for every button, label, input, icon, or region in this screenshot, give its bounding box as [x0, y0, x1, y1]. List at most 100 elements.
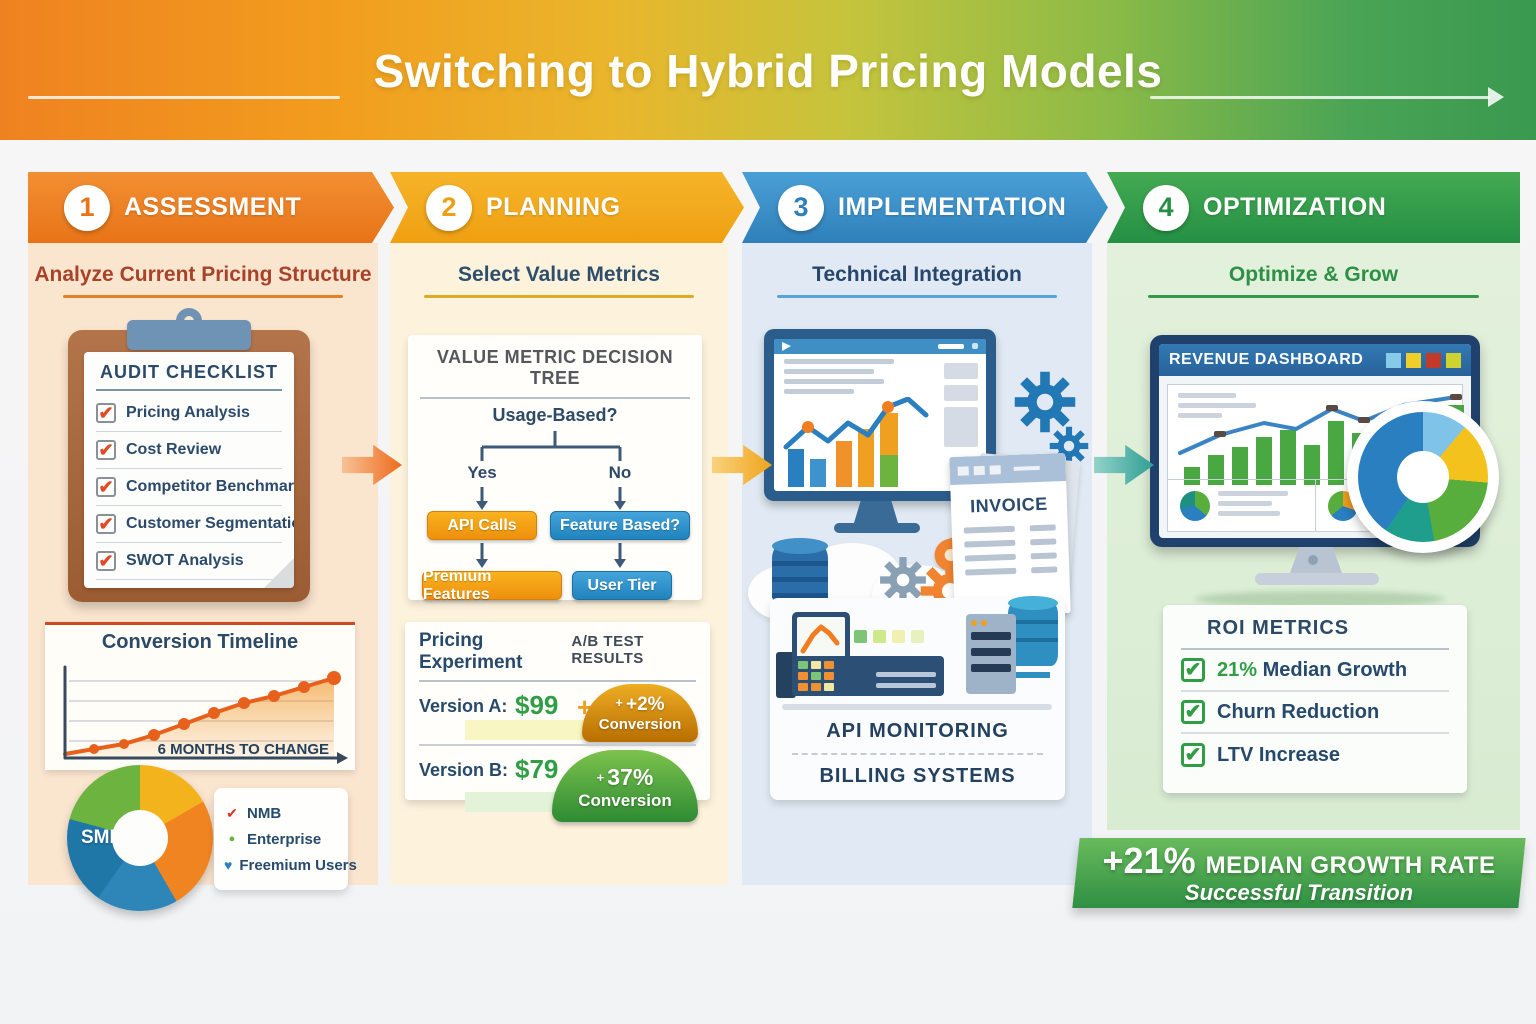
integration-illustration: INVOICE: [742, 307, 1092, 623]
checkbox-checked-icon: ✔: [96, 440, 116, 460]
legend-item: ✔ NMB: [224, 800, 338, 826]
green-checkbox-icon: ✔: [1181, 700, 1205, 724]
invoice-line-items: [951, 514, 1069, 576]
decision-tree-title: VALUE METRIC DECISION TREE: [420, 347, 690, 399]
checklist-item-label: Customer Segmentation: [126, 515, 294, 532]
donut-hole: [1397, 451, 1449, 503]
phase-4-subtitle: Optimize & Grow: [1228, 263, 1399, 286]
legend-label: NMB: [247, 804, 282, 822]
green-checkbox-icon: ✔: [1181, 743, 1205, 767]
dashboard-widget: [1168, 480, 1315, 531]
shelf-line: [782, 704, 1052, 710]
phase-1-number-badge: 1: [64, 185, 110, 231]
phase-1-subtitle: Analyze Current Pricing Structure: [34, 263, 372, 286]
database-leg: [1016, 672, 1050, 678]
version-a-conversion-value: +2%: [626, 694, 665, 715]
tree-node-premium-features: Premium Features: [422, 568, 562, 603]
tree-node-user-tier: User Tier: [572, 571, 672, 600]
phase-3-subtitle-rule: [777, 295, 1057, 298]
tree-yes-label: Yes: [467, 463, 497, 482]
monitor-screen: [774, 339, 986, 491]
customer-segments-donut-chart: SMB: [67, 765, 213, 911]
billing-systems-label: BILLING SYSTEMS: [819, 765, 1016, 787]
api-monitoring-label: API MONITORING: [826, 720, 1009, 742]
invoice-document: INVOICE: [949, 453, 1071, 617]
placeholder-text-lines: [774, 359, 986, 394]
version-b-price: $79: [515, 754, 559, 784]
red-check-icon: ✔: [226, 804, 238, 821]
roi-label: Churn Reduction: [1217, 700, 1380, 723]
roi-label: LTV Increase: [1217, 743, 1341, 766]
decision-tree-card: VALUE METRIC DECISION TREE Usage-Based?: [408, 335, 702, 603]
growth-subline: Successful Transition: [1184, 880, 1414, 905]
legend-item: ● Enterprise: [224, 826, 338, 852]
checkbox-checked-icon: ✔: [96, 514, 116, 534]
green-checkbox-icon: ✔: [1181, 658, 1205, 682]
phase-2-subtitle-rule: [423, 295, 695, 298]
checklist-item-label: Cost Review: [126, 441, 222, 458]
widget-lines: [1218, 490, 1288, 521]
conversion-timeline-title: Conversion Timeline: [101, 631, 299, 653]
tree-node-api-calls: API Calls: [427, 511, 537, 540]
checklist-item: ✔ Cost Review: [96, 432, 282, 469]
dashboard-header: REVENUE DASHBOARD: [1159, 344, 1471, 376]
checklist-item: ✔ SWOT Analysis: [96, 543, 282, 580]
ab-test-card: Pricing Experiment A/B TEST RESULTS Vers…: [405, 622, 710, 822]
checkbox-checked-icon: ✔: [96, 477, 116, 497]
badge-plus-icon: +: [596, 770, 605, 785]
phase-4-subtitle-rule: [1148, 295, 1479, 298]
roi-value: 21%: [1217, 658, 1258, 681]
console-bars: [876, 666, 936, 688]
api-billing-card: API MONITORING BILLING SYSTEMS: [770, 596, 1065, 800]
audit-checklist-title: AUDIT CHECKLIST: [96, 362, 282, 391]
tree-connectors: [476, 431, 626, 568]
timeline-caption: 6 MONTHS TO CHANGE: [157, 741, 329, 758]
monitor-shadow: [1195, 591, 1445, 607]
badge-plus-icon: +: [615, 695, 624, 710]
console-monitor: [792, 612, 850, 664]
conversion-timeline-chart: [63, 665, 348, 764]
mini-pie-chart: [1180, 490, 1210, 521]
donut-segments: [1358, 412, 1488, 542]
tree-root-label: Usage-Based?: [492, 405, 618, 425]
phase-4-number-badge: 4: [1143, 184, 1189, 231]
blue-marker-icon: ♥: [224, 857, 233, 873]
tree-node-feature-based: Feature Based?: [550, 511, 690, 540]
stand-dot: [1308, 555, 1318, 565]
growth-result-banner: +21% MEDIAN GROWTH RATE Successful Trans…: [1072, 838, 1526, 908]
phase-2-title: PLANNING: [486, 193, 621, 221]
checkbox-checked-icon: ✔: [96, 551, 116, 571]
donut-hole: [112, 810, 168, 866]
page-title: Switching to Hybrid Pricing Models: [373, 45, 1163, 97]
analytics-monitor: [764, 329, 996, 501]
top-banner: Switching to Hybrid Pricing Models: [0, 0, 1536, 140]
version-a-bar: [465, 720, 605, 740]
phase-2-subtitle: Select Value Metrics: [458, 263, 660, 286]
version-b-conversion-value: 37%: [607, 764, 654, 790]
ab-version-b-row: Version B: $79 + +37% Conversion: [419, 744, 698, 822]
roi-metrics-title: ROI METRICS: [1181, 617, 1449, 650]
console-side-panel: [776, 652, 796, 698]
phase-4-body: Optimize & Grow REVENUE DASHBOARD: [1107, 243, 1520, 830]
console-chart: [797, 617, 845, 659]
bar-line-chart: [783, 397, 929, 487]
clipboard-clip-icon: [127, 320, 251, 350]
checklist-item-label: SWOT Analysis: [126, 552, 244, 569]
phase-3-body: Technical Integration: [742, 243, 1092, 885]
header-pill: [938, 344, 964, 349]
ab-title-sub: A/B TEST RESULTS: [571, 633, 644, 667]
database-icon: [772, 538, 828, 607]
phase-2-body: Select Value Metrics VALUE METRIC DECISI…: [390, 243, 728, 885]
browser-bar: [774, 339, 986, 354]
banner-line-left: [28, 96, 340, 99]
ab-version-a-row: Version A: $99 + + +2% Conversion: [419, 682, 698, 744]
phase-1-header: 1 ASSESSMENT: [28, 172, 394, 243]
phase-3-title: IMPLEMENTATION: [838, 193, 1067, 221]
ab-title-main: Pricing Experiment: [419, 630, 523, 673]
roi-metrics-card: ROI METRICS ✔ 21% Median Growth ✔ Churn …: [1163, 605, 1467, 793]
phase-4-title: OPTIMIZATION: [1203, 193, 1387, 221]
phase-1-title: ASSESSMENT: [124, 193, 302, 221]
checklist-item-label: Pricing Analysis: [126, 404, 250, 421]
version-b-label: Version B:: [419, 760, 509, 780]
version-b-conversion-badge: +37% Conversion: [552, 750, 698, 822]
